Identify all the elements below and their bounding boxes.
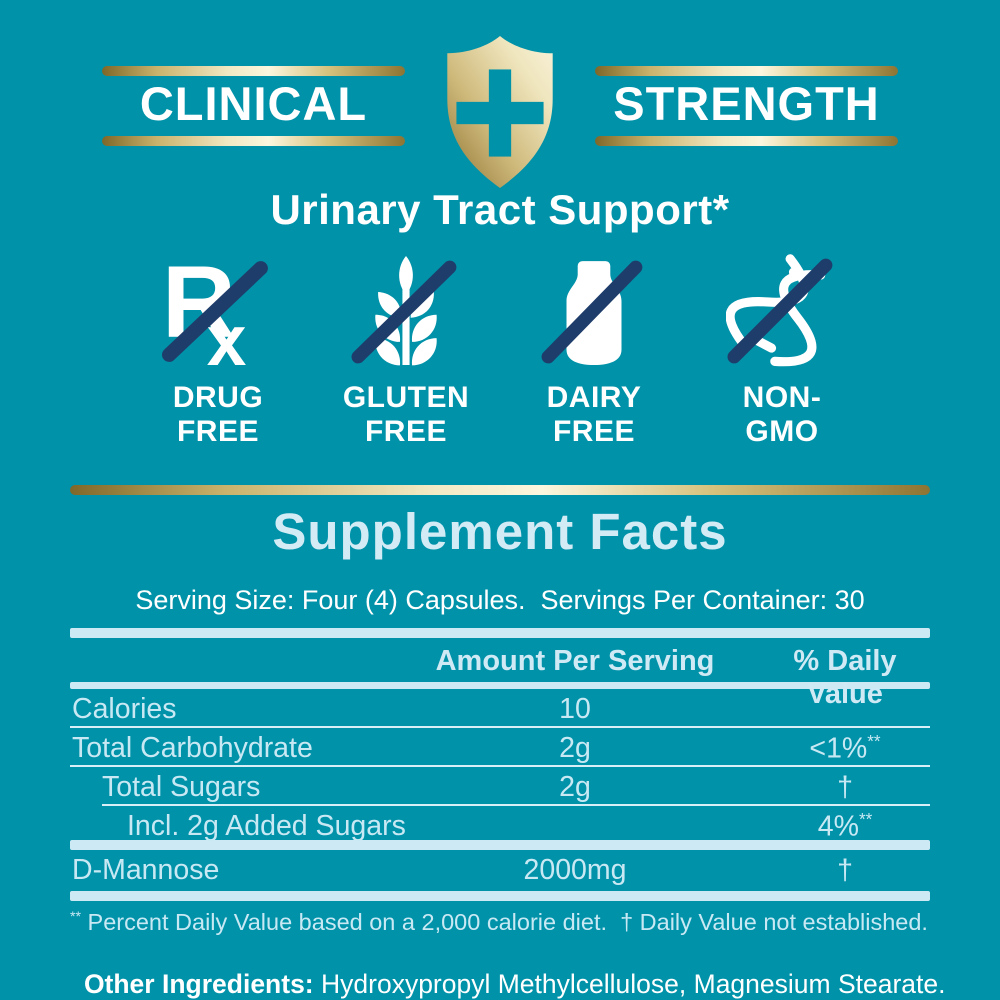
gold-line-bottom-left	[102, 136, 405, 146]
badge-label: DRUG FREE	[172, 381, 264, 448]
table-header-bar	[70, 682, 930, 689]
row-name: D-Mannose	[72, 854, 220, 886]
row-daily-value: †	[837, 771, 853, 804]
row-name: Total Sugars	[102, 771, 261, 803]
gold-line-bottom-right	[595, 136, 898, 146]
table-section-bar	[70, 840, 930, 850]
table-row-added-sugars: Incl. 2g Added Sugars 4%**	[70, 806, 930, 843]
clinical-label: CLINICAL	[139, 77, 368, 130]
table-rule	[70, 726, 930, 728]
table-bottom-bar	[70, 891, 930, 901]
gold-line-top-right	[595, 66, 898, 76]
wheat-crossed-icon	[351, 256, 457, 366]
row-amount: 10	[559, 693, 591, 725]
table-row-total-carbohydrate: Total Carbohydrate 2g <1%**	[70, 728, 930, 765]
supplement-facts-title: Supplement Facts	[272, 503, 728, 560]
daily-value-footnote: ** Percent Daily Value based on a 2,000 …	[70, 908, 928, 935]
table-row-total-sugars: Total Sugars 2g †	[70, 767, 930, 804]
rx-prescription-crossed-icon: R x	[162, 252, 268, 370]
row-daily-value: 4%**	[817, 810, 873, 843]
badge-label: NON- GMO	[742, 381, 822, 448]
table-row-d-mannose: D-Mannose 2000mg †	[70, 850, 930, 891]
milk-bottle-crossed-icon	[541, 260, 643, 365]
table-top-bar	[70, 628, 930, 638]
badge-gluten-free: GLUTEN FREE	[330, 252, 482, 448]
row-amount: 2g	[559, 732, 591, 764]
row-daily-value: <1%**	[809, 732, 881, 765]
other-ingredients-value: Hydroxypropyl Methylcellulose, Magnesium…	[313, 969, 946, 999]
gold-divider	[70, 485, 930, 495]
table-header-row: Amount Per Serving % Daily Value	[70, 638, 930, 710]
badges-row: R x DRUG FREE	[0, 252, 1000, 448]
row-amount: 2000mg	[523, 854, 627, 886]
dna-crossed-icon	[726, 254, 833, 367]
column-header-amount: Amount Per Serving	[435, 645, 715, 677]
svg-text:x: x	[207, 301, 247, 370]
badge-dairy-free: DAIRY FREE	[518, 252, 670, 448]
row-amount: 2g	[559, 771, 591, 803]
row-daily-value: †	[837, 854, 853, 887]
gold-line-top-left	[102, 66, 405, 76]
badge-drug-free: R x DRUG FREE	[142, 252, 294, 448]
supplement-facts-table: Amount Per Serving % Daily Value Calorie…	[70, 628, 930, 936]
serving-size-line: Serving Size: Four (4) Capsules. Serving…	[135, 585, 865, 615]
other-ingredients-label: Other Ingredients:	[83, 969, 314, 999]
product-subtitle: Urinary Tract Support*	[270, 186, 730, 233]
table-rule-indented	[102, 804, 930, 806]
badge-non-gmo: NON- GMO	[706, 252, 858, 448]
other-ingredients-line: Other Ingredients: Hydroxypropyl Methylc…	[0, 938, 1000, 1000]
row-name: Incl. 2g Added Sugars	[127, 810, 406, 842]
badge-label: GLUTEN FREE	[342, 381, 470, 448]
gold-shield-plus-icon	[447, 36, 553, 188]
badge-label: DAIRY FREE	[546, 381, 642, 448]
row-name: Calories	[72, 693, 177, 725]
strength-label: STRENGTH	[613, 77, 880, 130]
table-rule	[70, 765, 930, 767]
row-name: Total Carbohydrate	[72, 732, 313, 764]
table-row-calories: Calories 10	[70, 689, 930, 726]
column-header-daily-value: % Daily Value	[793, 645, 897, 710]
